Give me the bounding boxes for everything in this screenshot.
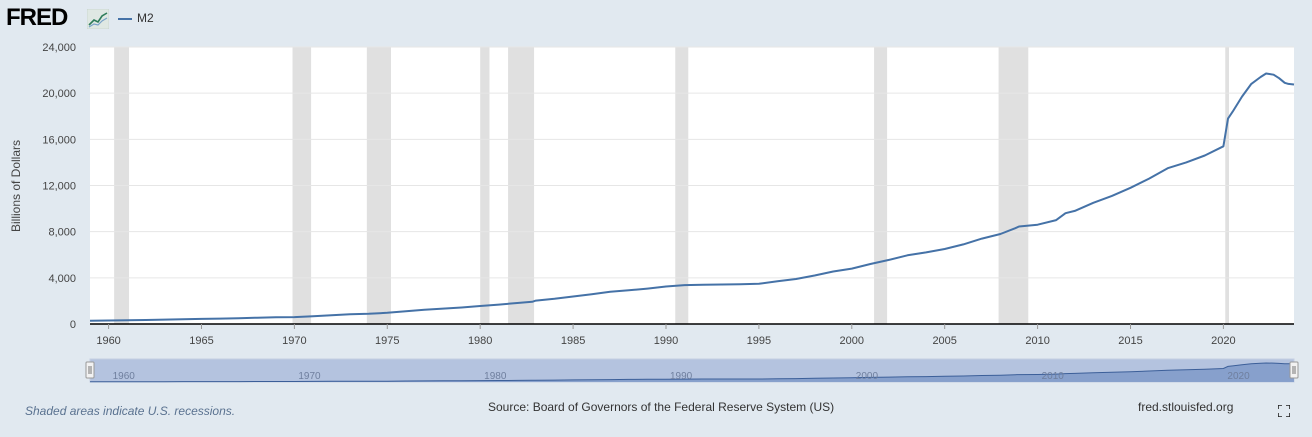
chart-legend: M2 <box>118 11 154 25</box>
legend-swatch-m2 <box>118 17 132 20</box>
y-tick-label: 24,000 <box>42 42 76 54</box>
fred-graph-icon <box>87 9 109 29</box>
y-tick-label: 8,000 <box>48 227 76 239</box>
navigator-tick-label: 1980 <box>484 371 507 382</box>
fullscreen-icon[interactable] <box>1278 405 1290 417</box>
navigator-handle-left[interactable] <box>85 361 95 379</box>
y-tick-label: 20,000 <box>42 88 76 100</box>
recession-note: Shaded areas indicate U.S. recessions. <box>25 404 236 418</box>
navigator-tick-label: 2020 <box>1227 371 1250 382</box>
navigator-tick-label: 1970 <box>298 371 321 382</box>
x-tick-label: 1995 <box>747 335 771 347</box>
navigator-series-line <box>90 362 1294 383</box>
x-tick-label: 1975 <box>375 335 399 347</box>
site-link[interactable]: fred.stlouisfed.org <box>1138 400 1234 414</box>
x-tick-label: 1965 <box>189 335 213 347</box>
y-tick-label: 0 <box>70 319 76 331</box>
navigator-tick-label: 2010 <box>1042 371 1065 382</box>
navigator-tick-label: 1960 <box>113 371 136 382</box>
source-text: Source: Board of Governors of the Federa… <box>488 400 835 414</box>
x-tick-label: 1970 <box>282 335 306 347</box>
x-tick-label: 1990 <box>654 335 678 347</box>
x-tick-label: 2000 <box>840 335 864 347</box>
navigator-series-area <box>90 363 1294 382</box>
x-tick-label: 1980 <box>468 335 492 347</box>
x-tick-label: 2020 <box>1211 335 1235 347</box>
series-line-m2[interactable] <box>89 72 1295 322</box>
x-tick-label: 2015 <box>1118 335 1142 347</box>
navigator-handle-right[interactable] <box>1289 361 1299 379</box>
legend-label-m2: M2 <box>137 11 154 25</box>
fred-logo-text: FRED <box>6 4 68 31</box>
y-tick-label: 4,000 <box>48 273 76 285</box>
x-tick-label: 1985 <box>561 335 585 347</box>
x-tick-label: 2005 <box>932 335 956 347</box>
y-tick-label: 16,000 <box>42 134 76 146</box>
navigator-tick-label: 2000 <box>856 371 879 382</box>
navigator-tick-label: 1990 <box>670 371 693 382</box>
y-axis-title: Billions of Dollars <box>9 140 23 232</box>
x-tick-label: 2010 <box>1025 335 1049 347</box>
x-tick-label: 1960 <box>96 335 120 347</box>
y-tick-label: 12,000 <box>42 181 76 193</box>
